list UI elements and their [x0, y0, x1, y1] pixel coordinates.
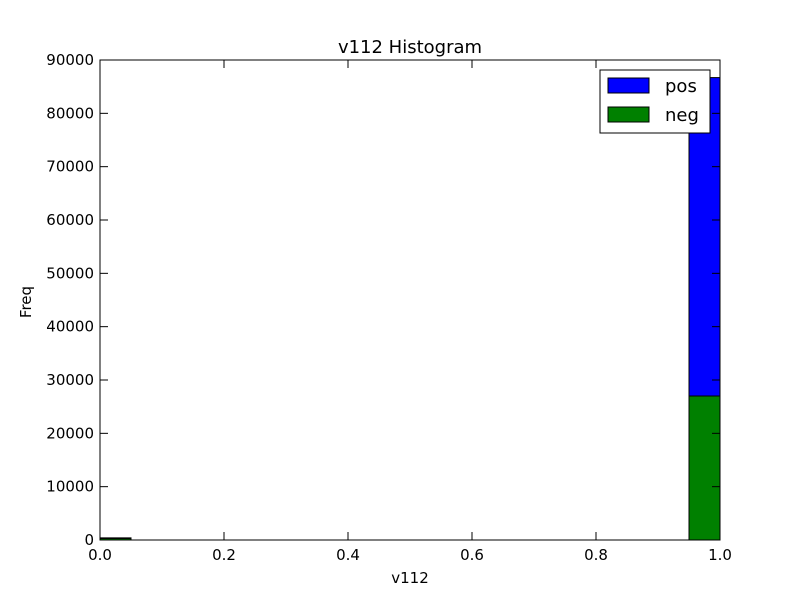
- y-tick-label: 70000: [46, 158, 94, 176]
- y-tick-label: 0: [84, 531, 94, 549]
- chart-title: v112 Histogram: [338, 37, 482, 58]
- x-tick-label: 0.2: [212, 546, 236, 564]
- y-tick-label: 60000: [46, 211, 94, 229]
- plot-area: [100, 60, 720, 540]
- plot-frame: [99, 59, 721, 541]
- x-tick-label: 0.0: [88, 546, 112, 564]
- y-tick-label: 10000: [46, 478, 94, 496]
- legend-label-neg: neg: [665, 105, 699, 126]
- bar-pos-bin-0: [99, 537, 132, 539]
- y-tick-label: 20000: [46, 424, 94, 442]
- legend-label-pos: pos: [665, 76, 697, 97]
- y-tick-label: 80000: [46, 104, 94, 122]
- y-tick-label: 40000: [46, 318, 94, 336]
- y-tick-label: 90000: [46, 51, 94, 69]
- bar-neg-bin-1: [688, 395, 721, 541]
- x-axis-label: v112: [391, 569, 429, 587]
- x-tick-label: 1.0: [708, 546, 732, 564]
- y-axis-label: Freq: [17, 286, 35, 318]
- x-tick-label: 0.8: [584, 546, 608, 564]
- y-tick-label: 30000: [46, 371, 94, 389]
- x-ticks-group: 0.0 0.2 0.4 0.6 0.8 1.0: [88, 60, 732, 564]
- legend-swatch-neg: [607, 106, 650, 123]
- legend-swatch-pos: [607, 77, 650, 94]
- x-tick-label: 0.6: [460, 546, 484, 564]
- x-tick-label: 0.4: [336, 546, 360, 564]
- y-ticks-group: 0 10000 20000 30000 40000 50000 60000 70000 8000…: [46, 51, 720, 549]
- legend: pos neg: [599, 69, 711, 134]
- y-tick-label: 50000: [46, 264, 94, 282]
